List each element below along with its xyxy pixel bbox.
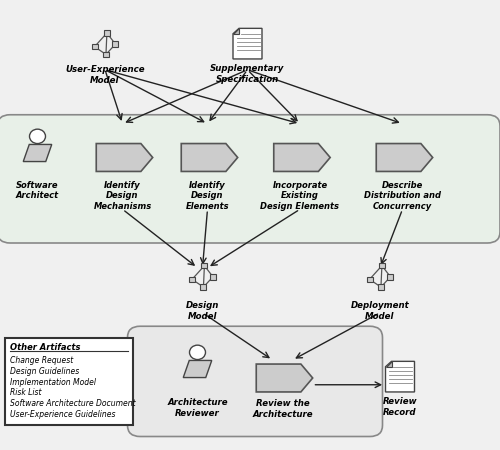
Polygon shape: [233, 28, 262, 59]
Text: Review the
Architecture: Review the Architecture: [252, 399, 313, 418]
FancyBboxPatch shape: [0, 115, 500, 243]
Bar: [104, 30, 110, 36]
Text: Incorporate
Existing
Design Elements: Incorporate Existing Design Elements: [260, 181, 340, 211]
Text: User-Experience Guidelines: User-Experience Guidelines: [10, 410, 116, 419]
Polygon shape: [96, 144, 152, 171]
Polygon shape: [386, 361, 392, 367]
Bar: [5, 338, 132, 425]
Text: User-Experience
Model: User-Experience Model: [65, 65, 145, 85]
Text: Implementation Model: Implementation Model: [10, 378, 96, 387]
Bar: [92, 44, 98, 50]
Bar: [210, 274, 216, 279]
Bar: [112, 41, 118, 47]
Polygon shape: [274, 144, 330, 171]
Polygon shape: [233, 28, 239, 34]
Polygon shape: [23, 144, 52, 162]
Polygon shape: [386, 361, 414, 392]
Bar: [379, 263, 385, 268]
Text: Change Request: Change Request: [10, 356, 73, 365]
Bar: [378, 284, 384, 290]
Text: Software Architecture Document: Software Architecture Document: [10, 399, 136, 408]
Polygon shape: [181, 144, 238, 171]
Bar: [103, 52, 109, 57]
Bar: [189, 277, 195, 282]
Text: Software
Architect: Software Architect: [16, 181, 59, 200]
Circle shape: [30, 129, 46, 144]
Circle shape: [190, 345, 206, 360]
Text: Other Artifacts: Other Artifacts: [10, 343, 80, 352]
Text: Architecture
Reviewer: Architecture Reviewer: [167, 398, 228, 418]
Bar: [366, 277, 372, 282]
Text: Risk List: Risk List: [10, 388, 42, 397]
Text: Design Guidelines: Design Guidelines: [10, 367, 79, 376]
Text: Identify
Design
Elements: Identify Design Elements: [186, 181, 230, 211]
Text: Describe
Distribution and
Concurrency: Describe Distribution and Concurrency: [364, 181, 441, 211]
Text: Deployment
Model: Deployment Model: [350, 302, 410, 321]
Bar: [200, 284, 206, 290]
Polygon shape: [376, 144, 432, 171]
Polygon shape: [183, 360, 212, 378]
Text: Supplementary
Specification: Supplementary Specification: [210, 64, 284, 84]
Bar: [202, 263, 207, 268]
Bar: [388, 274, 394, 279]
Text: Identify
Design
Mechanisms: Identify Design Mechanisms: [94, 181, 152, 211]
Text: Design
Model: Design Model: [186, 302, 219, 321]
Polygon shape: [256, 364, 312, 392]
FancyBboxPatch shape: [128, 326, 382, 436]
Text: Review
Record: Review Record: [382, 397, 418, 417]
